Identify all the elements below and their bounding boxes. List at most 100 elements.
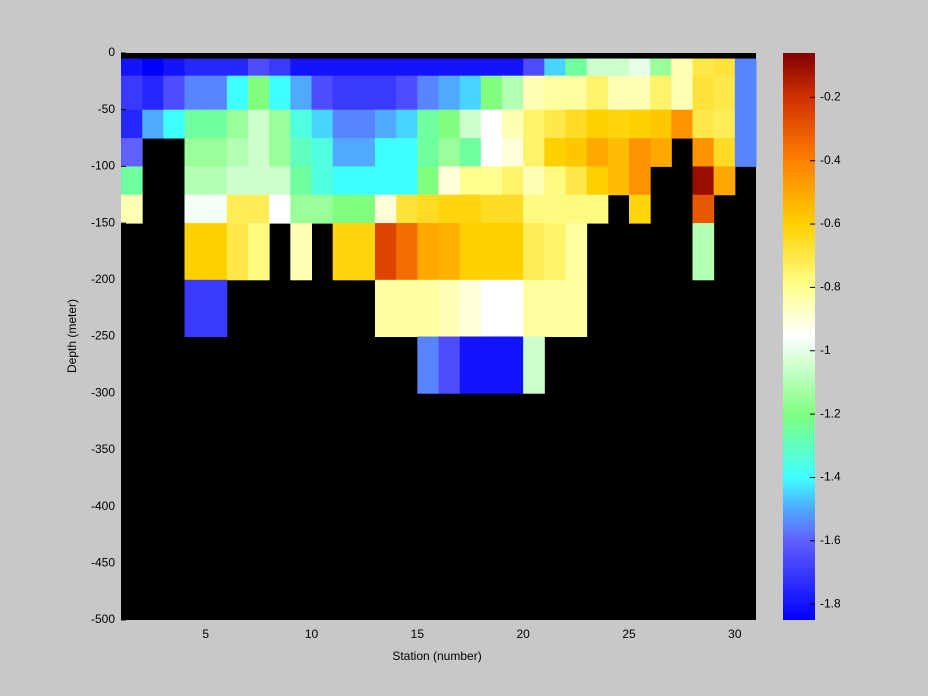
heatmap-cell [586,58,609,77]
heatmap-cell [438,223,461,281]
heatmap-cell [353,166,376,196]
heatmap-cell [396,138,418,167]
heatmap-cell [713,109,736,139]
y-tick-label: -200 [91,272,115,286]
heatmap-cell [565,194,588,224]
heatmap-cell [163,109,185,139]
x-tick-label: 20 [516,627,530,641]
heatmap-cell [248,58,270,77]
heatmap-cell [248,109,270,139]
heatmap-cell [248,223,270,281]
heatmap-cell [713,58,736,77]
heatmap-cell [375,166,397,196]
heatmap-cell [375,279,397,337]
heatmap-cell [205,194,228,224]
heatmap-cell [375,109,397,139]
heatmap-cell [396,75,418,111]
x-tick-label: 25 [622,627,636,641]
heatmap-cell [692,223,715,281]
heatmap-cell [502,58,524,77]
heatmap-cell [269,109,291,139]
heatmap-cell [459,336,482,394]
heatmap-cell [417,166,439,196]
heatmap-cell [332,166,355,196]
heatmap-cell [226,138,249,167]
heatmap-cell [671,109,693,139]
heatmap-cell [523,75,545,111]
heatmap-cell [565,109,588,139]
colorbar [783,53,815,620]
x-tick-label: 5 [202,627,209,641]
heatmap-cell [607,58,630,77]
heatmap-cell [417,109,439,139]
heatmap-cell [205,109,228,139]
heatmap-cell [438,194,461,224]
heatmap-cell [692,194,715,224]
heatmap-cell [502,279,524,337]
heatmap-cell [502,109,524,139]
heatmap-cell [184,223,207,281]
heatmap-cell [248,138,270,167]
heatmap-cell [607,166,630,196]
heatmap-cell [142,109,164,139]
heatmap-cell [502,336,524,394]
heatmap-cell [205,75,228,111]
heatmap-cell [290,58,312,77]
colorbar-tick-label: -1.8 [820,596,841,610]
heatmap-cell [650,58,672,77]
y-axis-label: Depth (meter) [65,299,79,373]
heatmap-cell [290,194,312,224]
heatmap-cell [523,194,545,224]
heatmap-cell [523,58,545,77]
heatmap-cell [459,279,482,337]
heatmap-cell [121,75,143,111]
heatmap-cell [269,75,291,111]
heatmap-cell [502,138,524,167]
heatmap-cell [459,138,482,167]
heatmap-cell [629,58,651,77]
heatmap-cell [544,279,566,337]
heatmap-cell [544,223,566,281]
heatmap-cell [226,75,249,111]
heatmap-cell [544,166,566,196]
heatmap-cell [396,166,418,196]
heatmap-cell [269,58,291,77]
heatmap-cell [353,223,376,281]
heatmap-cell [375,138,397,167]
heatmap-cell [480,336,503,394]
heatmap-cell [692,75,715,111]
heatmap-cell [480,194,503,224]
heatmap-cell [353,109,376,139]
heatmap-cell [565,138,588,167]
heatmap-cell [523,166,545,196]
y-tick-label: -100 [91,159,115,173]
x-tick-label: 15 [411,627,425,641]
heatmap-cell [586,75,609,111]
heatmap-cell [163,75,185,111]
heatmap-cell [629,166,651,196]
y-tick-label: -400 [91,499,115,513]
heatmap-cell [311,166,334,196]
heatmap-cell [565,58,588,77]
heatmap-cell [692,138,715,167]
heatmap-cell [375,58,397,77]
heatmap-cell [650,138,672,167]
heatmap-cell [396,58,418,77]
heatmap-cell [184,109,207,139]
heatmap-cell [734,138,757,167]
heatmap-cell [480,138,503,167]
heatmap-cell [332,109,355,139]
heatmap-cell [438,279,461,337]
heatmap-cell [332,223,355,281]
colorbar-tick-label: -0.6 [820,216,841,230]
heatmap-cell [353,194,376,224]
heatmap-cell [544,58,566,77]
heatmap-cell [607,75,630,111]
heatmap-cell [480,223,503,281]
heatmap-cell [480,58,503,77]
heatmap-cell [438,138,461,167]
heatmap-cell [375,194,397,224]
heatmap-cell [438,58,461,77]
heatmap-cell [290,166,312,196]
heatmap-cell [353,58,376,77]
